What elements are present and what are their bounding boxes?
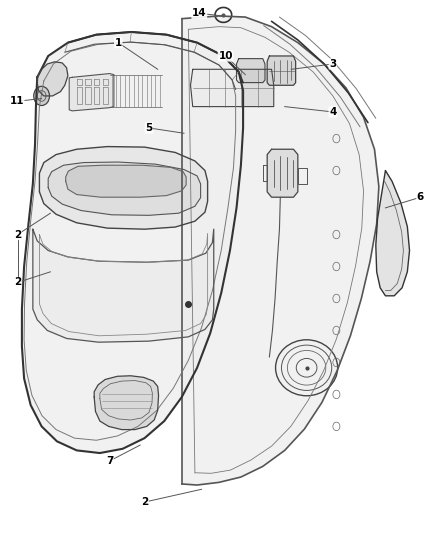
Polygon shape bbox=[69, 74, 114, 111]
Text: 14: 14 bbox=[192, 9, 207, 18]
Polygon shape bbox=[33, 229, 214, 342]
Polygon shape bbox=[48, 162, 201, 215]
Text: 11: 11 bbox=[9, 96, 24, 106]
Polygon shape bbox=[22, 32, 243, 453]
Text: 2: 2 bbox=[141, 497, 148, 507]
Text: 2: 2 bbox=[14, 230, 21, 239]
Polygon shape bbox=[267, 56, 296, 85]
Polygon shape bbox=[37, 62, 68, 96]
Text: 4: 4 bbox=[329, 107, 336, 117]
Text: 2: 2 bbox=[14, 278, 21, 287]
Polygon shape bbox=[39, 147, 208, 229]
Text: 5: 5 bbox=[145, 123, 152, 133]
Polygon shape bbox=[267, 149, 298, 197]
Polygon shape bbox=[66, 165, 186, 197]
Polygon shape bbox=[182, 16, 379, 485]
Circle shape bbox=[34, 86, 49, 106]
Polygon shape bbox=[237, 59, 265, 83]
Polygon shape bbox=[376, 171, 410, 296]
Text: 3: 3 bbox=[329, 59, 336, 69]
Text: 7: 7 bbox=[106, 456, 113, 466]
Polygon shape bbox=[94, 376, 159, 430]
Text: 6: 6 bbox=[417, 192, 424, 202]
Polygon shape bbox=[191, 69, 274, 107]
Text: 10: 10 bbox=[218, 51, 233, 61]
Text: 1: 1 bbox=[115, 38, 122, 47]
